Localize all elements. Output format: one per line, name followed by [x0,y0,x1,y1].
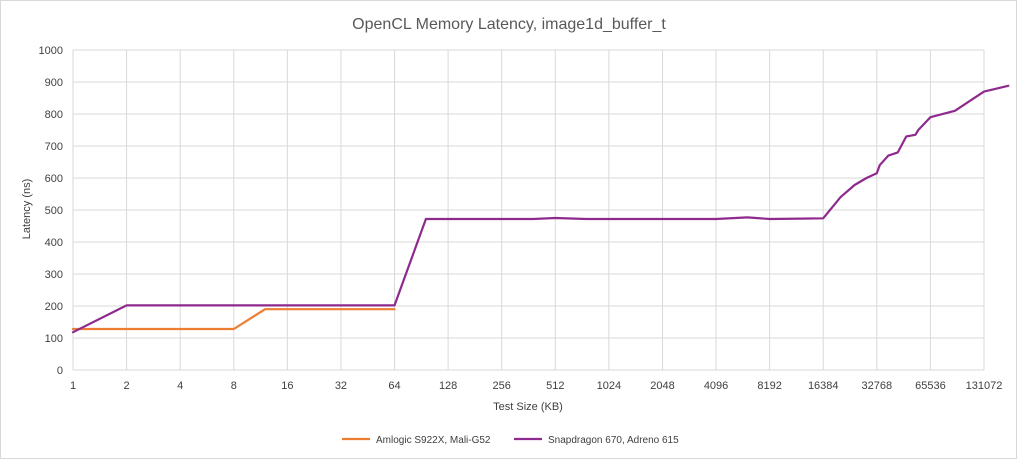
y-tick-label: 400 [45,237,63,249]
x-tick-label: 8192 [757,380,781,392]
series-line-2 [71,84,1010,334]
y-tick-label: 600 [45,173,63,185]
x-tick-label: 16384 [808,380,839,392]
gridlines [72,49,985,371]
legend: Amlogic S922X, Mali-G52 Snapdragon 670, A… [342,435,679,446]
x-axis-title: Test Size (KB) [493,401,563,413]
x-tick-label: 2048 [650,380,674,392]
chart-title: OpenCL Memory Latency, image1d_buffer_t [352,16,666,33]
x-tick-label: 65536 [915,380,946,392]
x-tick-label: 4096 [704,380,728,392]
x-tick-label: 32768 [862,380,893,392]
x-tick-label: 128 [439,380,457,392]
tick-labels: 0 100 200 300 400 500 600 700 800 900 1000 1 2 4 8 16 32… [39,45,1003,392]
y-tick-label: 0 [57,365,63,377]
y-tick-label: 100 [45,333,63,345]
legend-label-1: Amlogic S922X, Mali-G52 [376,435,491,446]
y-tick-label: 700 [45,141,63,153]
series-line-1 [71,308,396,331]
y-tick-label: 300 [45,269,63,281]
y-tick-label: 900 [45,77,63,89]
y-axis-title: Latency (ns) [21,179,33,240]
x-tick-label: 8 [231,380,237,392]
x-tick-label: 1024 [597,380,621,392]
x-tick-label: 4 [177,380,183,392]
x-tick-label: 131072 [966,380,1003,392]
x-tick-label: 64 [388,380,400,392]
x-tick-label: 256 [493,380,511,392]
y-tick-label: 500 [45,205,63,217]
y-tick-label: 1000 [39,45,63,57]
x-tick-label: 1 [70,380,76,392]
x-tick-label: 512 [546,380,564,392]
y-tick-label: 800 [45,109,63,121]
x-tick-label: 2 [124,380,130,392]
x-tick-label: 16 [281,380,293,392]
x-tick-label: 32 [335,380,347,392]
series-lines [71,84,1010,334]
y-tick-label: 200 [45,301,63,313]
legend-label-2: Snapdragon 670, Adreno 615 [548,435,679,446]
